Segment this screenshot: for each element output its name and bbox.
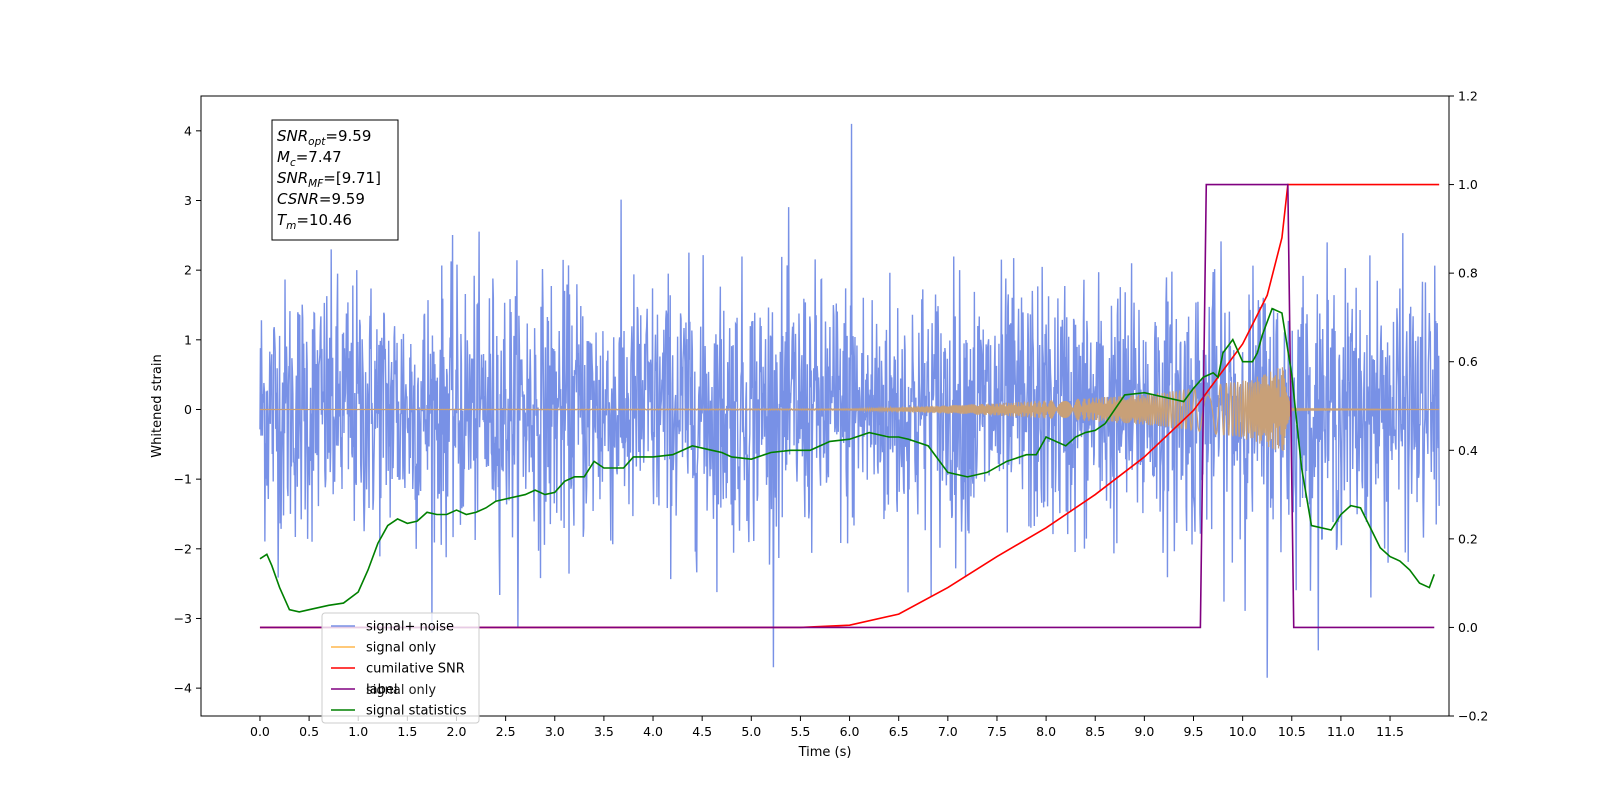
x-tick-label: 0.0	[250, 724, 270, 739]
y-tick-label: −4	[174, 681, 192, 696]
series-layer	[259, 123, 1440, 678]
x-axis: 0.0 0.5 1.0 1.5 2.0 2.5 3.0 3.5 4.0 4.5 5.0 5.5 6.0 6…	[250, 716, 1404, 739]
series-label-line	[259, 183, 1435, 629]
x-tick-label: 4.5	[692, 724, 712, 739]
legend-label: signal statistics	[366, 704, 467, 719]
y-right-tick-label: 0.2	[1458, 531, 1478, 546]
x-tick-label: 6.0	[840, 724, 860, 739]
x-tick-label: 8.0	[1036, 724, 1056, 739]
y-tick-label: 3	[184, 193, 192, 208]
x-tick-label: 9.5	[1184, 724, 1204, 739]
annotation-line: Tm=10.46	[277, 211, 352, 232]
x-tick-label: 7.5	[987, 724, 1007, 739]
y-right-tick-label: 0.4	[1458, 443, 1478, 458]
plot-frame	[200, 95, 1450, 717]
y-right-tick-label: 0.6	[1458, 354, 1478, 369]
annotation-line: SNRMF=[9.71]	[277, 169, 381, 190]
series-signal-only-line	[259, 367, 1440, 451]
x-tick-label: 11.5	[1376, 724, 1404, 739]
annotation-line: CSNR=9.59	[277, 190, 365, 208]
x-tick-label: 5.5	[790, 724, 810, 739]
x-tick-label: 1.0	[348, 724, 368, 739]
x-tick-label: 3.5	[594, 724, 614, 739]
series-signal-statistics-line	[259, 307, 1436, 613]
x-tick-label: 4.0	[643, 724, 663, 739]
annotation-line: Mc=7.47	[277, 148, 342, 169]
y-tick-label: 4	[184, 123, 192, 138]
x-tick-label: 3.0	[545, 724, 565, 739]
y-right-tick-label: 1.2	[1458, 89, 1478, 104]
legend-hidden-text: signal only	[366, 683, 436, 698]
series-cumilative-snr-line	[259, 183, 1440, 629]
legend-label: label	[366, 683, 397, 698]
x-tick-label: 10.0	[1229, 724, 1257, 739]
x-tick-label: 0.5	[299, 724, 319, 739]
y-right-tick-label: 0.0	[1458, 620, 1478, 635]
legend-label: cumilative SNR	[366, 662, 465, 677]
y-tick-label: 2	[184, 263, 192, 278]
x-tick-label: 6.5	[889, 724, 909, 739]
x-axis-title: Time (s)	[798, 745, 852, 760]
legend-label: signal+ noise	[366, 620, 454, 635]
y-tick-label: −2	[174, 541, 192, 556]
x-tick-label: 8.5	[1085, 724, 1105, 739]
x-tick-label: 9.0	[1134, 724, 1154, 739]
y-right-tick-label: 1.0	[1458, 177, 1478, 192]
x-tick-label: 7.0	[938, 724, 958, 739]
x-tick-label: 10.5	[1278, 724, 1306, 739]
legend: signal+ noise signal only cumilative SNR si…	[321, 612, 480, 724]
x-tick-label: 11.0	[1327, 724, 1355, 739]
y-tick-label: −1	[174, 472, 192, 487]
y-tick-label: 1	[184, 332, 192, 347]
y-axis-left: −4 −3 −2 −1 0 1 2 3 4	[174, 123, 201, 696]
x-tick-label: 5.0	[741, 724, 761, 739]
series-signal-noise-line	[259, 123, 1440, 678]
y-tick-label: 0	[184, 402, 192, 417]
x-tick-label: 2.5	[496, 724, 516, 739]
y-right-tick-label: 0.8	[1458, 266, 1478, 281]
y-axis-title: Whitened strain	[150, 354, 165, 457]
legend-items: signal+ noise signal only cumilative SNR si…	[331, 620, 467, 719]
y-axis-right: −0.2 0.0 0.2 0.4 0.6 0.8 1.0 1.2	[1449, 89, 1488, 724]
annotation-line: SNRopt=9.59	[277, 127, 371, 148]
y-right-tick-label: −0.2	[1458, 709, 1488, 724]
legend-label: signal only	[366, 641, 436, 656]
x-tick-label: 2.0	[447, 724, 467, 739]
y-tick-label: −3	[174, 611, 192, 626]
x-tick-label: 1.5	[397, 724, 417, 739]
